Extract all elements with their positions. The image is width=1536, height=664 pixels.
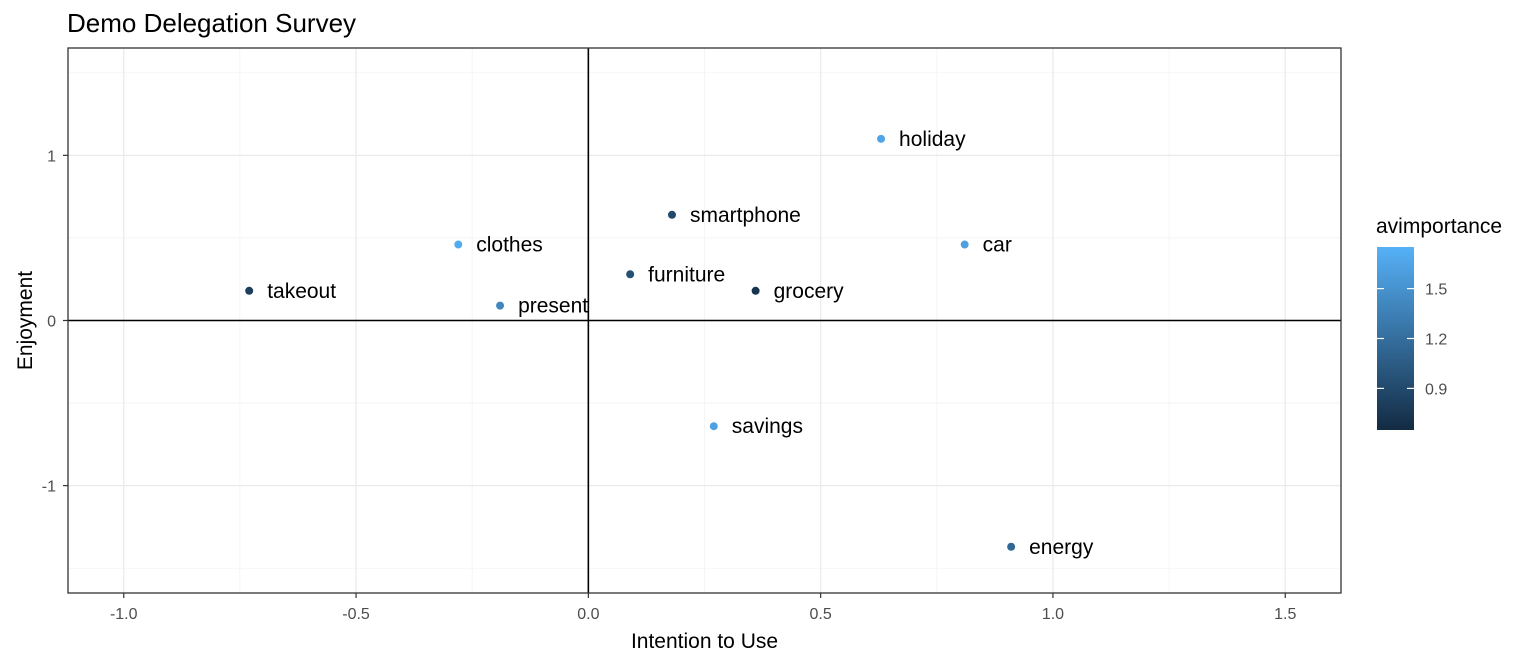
- point-furniture: [626, 270, 635, 279]
- chart-title: Demo Delegation Survey: [67, 8, 356, 38]
- plot-panel: holiday smartphone clothes car takeout furnit…: [67, 47, 1342, 594]
- colorbar-tick-label: 0.9: [1425, 381, 1447, 398]
- x-tick-label: -0.5: [342, 606, 370, 623]
- point-label-clothes: clothes: [476, 234, 543, 257]
- y-axis: -1 0 1: [42, 148, 68, 496]
- point-label-savings: savings: [732, 415, 803, 438]
- point-present: [496, 301, 505, 310]
- x-axis-title: Intention to Use: [631, 630, 778, 653]
- x-axis: -1.0 -0.5 0.0 0.5 1.0 1.5: [110, 593, 1296, 623]
- point-label-takeout: takeout: [267, 280, 336, 303]
- y-tick-label: 1: [47, 148, 56, 165]
- point-label-holiday: holiday: [899, 128, 966, 151]
- colorbar-tick-label: 1.5: [1425, 282, 1447, 299]
- legend-title: avimportance: [1376, 215, 1502, 238]
- point-energy: [1007, 542, 1016, 551]
- point-takeout: [245, 286, 254, 295]
- point-grocery: [751, 286, 760, 295]
- point-smartphone: [667, 210, 676, 219]
- x-tick-label: 1.5: [1274, 606, 1296, 623]
- color-legend: avimportance 0.9 1.2 1.5: [1376, 215, 1502, 430]
- y-tick-label: -1: [42, 479, 56, 496]
- point-label-smartphone: smartphone: [690, 204, 801, 227]
- point-car: [960, 240, 969, 249]
- x-tick-label: 0.0: [577, 606, 599, 623]
- colorbar-tick-label: 1.2: [1425, 332, 1447, 349]
- x-tick-label: -1.0: [110, 606, 138, 623]
- point-clothes: [454, 240, 463, 249]
- point-label-furniture: furniture: [648, 263, 725, 286]
- y-tick-label: 0: [47, 314, 56, 331]
- point-savings: [709, 422, 718, 431]
- point-label-energy: energy: [1029, 536, 1094, 559]
- point-label-grocery: grocery: [774, 280, 845, 303]
- point-label-car: car: [983, 234, 1012, 257]
- point-label-present: present: [518, 295, 588, 318]
- y-axis-title: Enjoyment: [14, 271, 37, 370]
- x-tick-label: 0.5: [810, 606, 832, 623]
- x-tick-label: 1.0: [1042, 606, 1064, 623]
- point-holiday: [877, 134, 886, 143]
